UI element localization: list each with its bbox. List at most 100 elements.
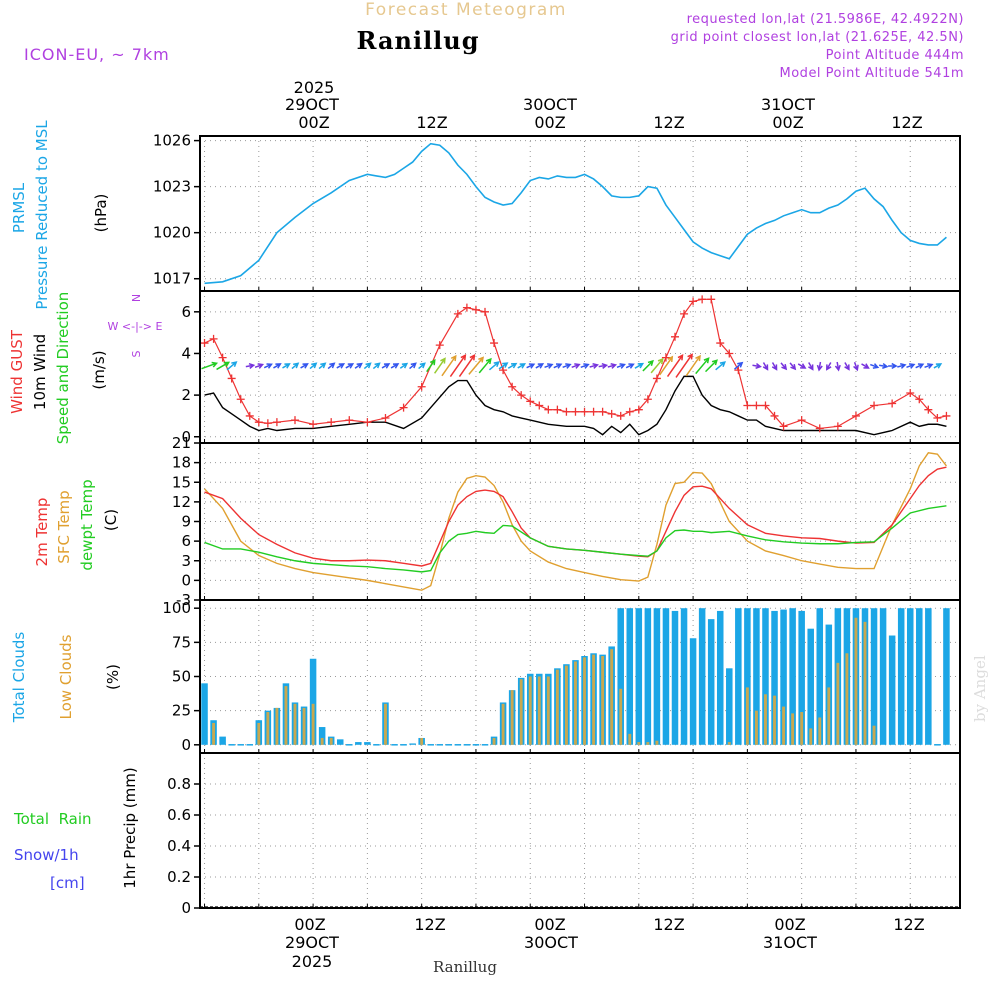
top-tick-00z-2: 00Z xyxy=(534,113,565,132)
low-cloud-bar xyxy=(745,687,749,745)
wind-direction-arrow xyxy=(553,363,563,369)
precip-ytick-label: 0.4 xyxy=(167,837,191,855)
wind-gust-marker xyxy=(453,309,462,318)
wind-direction-arrow xyxy=(282,363,291,369)
wind-direction-arrow xyxy=(263,363,273,369)
bottom-year: 2025 xyxy=(292,952,333,971)
low-cloud-bar xyxy=(782,706,786,745)
wind-direction-arrow xyxy=(488,361,500,371)
total-cloud-bar xyxy=(780,609,787,745)
panels: 10171020102310260246-3036912151821025507… xyxy=(153,132,961,917)
wind-direction-arrow xyxy=(449,354,467,378)
wind-gust-marker xyxy=(399,403,408,412)
wind-direction-arrow xyxy=(816,361,823,372)
wind-direction-arrow xyxy=(468,356,485,375)
low-cloud-bar xyxy=(528,676,532,745)
wind-gust-marker xyxy=(933,414,942,423)
wind-gust-marker xyxy=(309,420,318,429)
total-cloud-bar xyxy=(771,610,778,745)
precip-ytick-label: 0 xyxy=(181,899,191,917)
pressure-frame xyxy=(199,135,961,292)
wind-gust-marker xyxy=(417,382,426,391)
snow-label: Snow/1h xyxy=(14,846,79,864)
low-cloud-bar xyxy=(727,742,731,745)
low-cloud-bar xyxy=(519,679,523,745)
wind-gust-marker xyxy=(209,334,218,343)
low-cloud-bar xyxy=(329,737,333,745)
low-cloud-bar xyxy=(646,742,650,745)
wind-direction-arrow xyxy=(327,362,336,370)
low-cloud-bar xyxy=(827,687,831,745)
temperature-ytick-label: 6 xyxy=(181,532,191,550)
wind-gust-marker xyxy=(634,405,643,414)
low-cloud-bar xyxy=(574,661,577,745)
total-cloud-bar xyxy=(689,638,697,745)
wind-gust-marker xyxy=(752,401,761,410)
temp-2m-label: 2m Temp xyxy=(33,498,51,567)
clouds-ytick-label: 100 xyxy=(162,599,191,617)
wind-ytick-label: 6 xyxy=(181,303,191,321)
wind-direction-arrow xyxy=(915,363,925,369)
low-cloud-bar xyxy=(845,653,849,745)
top-date-29oct: 29OCT xyxy=(285,95,339,114)
low-cloud-bar xyxy=(501,703,505,745)
wind-direction-arrow xyxy=(300,363,309,369)
wind-direction-arrow xyxy=(752,362,762,369)
wind-direction-arrow xyxy=(834,361,841,372)
wind-gust-marker xyxy=(616,411,625,420)
wind-direction-arrow xyxy=(354,362,363,369)
wind-direction-arrow xyxy=(254,363,265,369)
low-cloud-bar xyxy=(764,694,767,745)
wind-direction-arrow xyxy=(273,363,282,369)
pressure-desc-label: Pressure Reduced to MSL xyxy=(33,120,51,310)
wind-gust-marker xyxy=(589,407,598,416)
wind-direction-arrow xyxy=(734,361,744,370)
wind-direction-arrow xyxy=(363,362,372,370)
precip-ytick-label: 0.2 xyxy=(167,868,191,886)
low-cloud-bar xyxy=(266,712,270,745)
wind-gust-marker xyxy=(661,353,670,362)
wind-gust-marker xyxy=(743,401,752,410)
wind-gust-marker xyxy=(761,401,770,410)
wind-gust-marker xyxy=(725,349,734,358)
pressure-ytick-label: 1020 xyxy=(153,224,191,242)
wind-direction-arrow xyxy=(245,362,256,369)
temperature-ytick-label: 0 xyxy=(181,571,191,589)
temp-dewpt-line xyxy=(204,505,947,573)
cloud-labels: Total Clouds Low Clouds (%) xyxy=(10,632,122,724)
total-cloud-bar xyxy=(662,608,670,745)
low-cloud-bar xyxy=(302,707,306,745)
wind-direction-arrow xyxy=(826,362,832,371)
low-cloud-bar xyxy=(791,713,795,745)
wind-direction-arrow xyxy=(844,362,850,371)
wind-gust-marker xyxy=(888,399,897,408)
total-cloud-bar xyxy=(716,610,724,745)
temperature-ytick-label: 9 xyxy=(181,513,191,531)
precip-labels: Total Rain Snow/1h [cm] 1hr Precip (mm) xyxy=(13,767,139,892)
low-cloud-bar xyxy=(212,722,216,745)
wind-direction-arrow xyxy=(409,362,417,370)
wind-direction-arrow xyxy=(535,363,545,369)
pressure-panel: 1017 1020 1023 1026 xyxy=(153,132,961,292)
wind-direction-arrow xyxy=(441,354,457,377)
wind-gust-marker xyxy=(607,409,616,418)
bottom-tick-12z-3: 12Z xyxy=(893,915,924,934)
wind-gust-marker xyxy=(263,419,272,428)
total-cloud-bar xyxy=(906,608,914,745)
watermark: by Angel xyxy=(971,655,989,722)
wind-gust-marker xyxy=(327,418,336,427)
wind-direction-arrow xyxy=(771,362,778,371)
wind-direction-arrow xyxy=(562,363,572,369)
wind-ytick-label: 2 xyxy=(181,386,191,404)
top-tick-00z-1: 00Z xyxy=(298,113,329,132)
bottom-tick-00z-1: 00Z xyxy=(294,915,325,934)
total-cloud-bar xyxy=(680,608,688,745)
wind-gust-marker xyxy=(707,295,716,304)
total-cloud-bar xyxy=(219,736,226,745)
wind-gust-marker xyxy=(652,374,661,383)
wind-gust-marker xyxy=(381,414,390,423)
total-cloud-bar xyxy=(626,608,634,745)
wind-direction-arrow xyxy=(666,354,684,378)
wind-direction-arrow xyxy=(675,353,693,378)
